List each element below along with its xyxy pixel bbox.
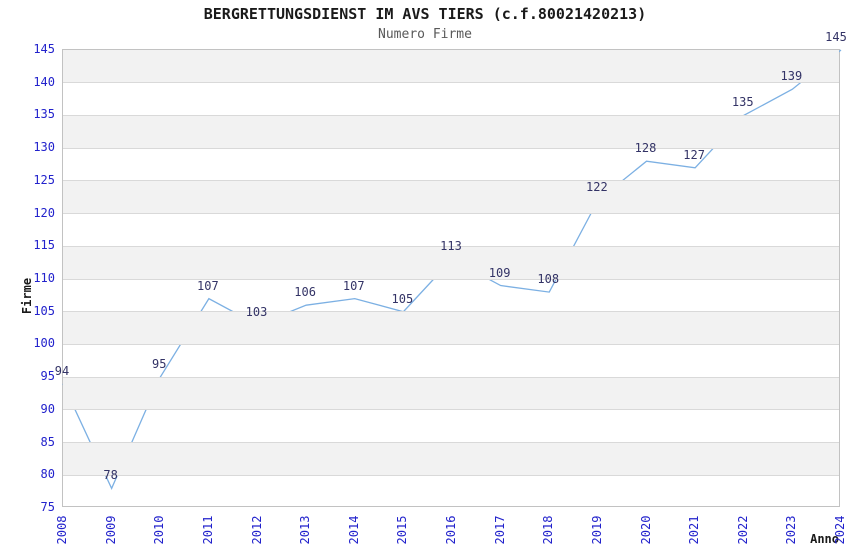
x-tick-label: 2015 — [395, 515, 410, 545]
x-tick-label: 2013 — [298, 515, 313, 545]
y-tick-label: 135 — [33, 107, 55, 122]
gridline — [63, 474, 839, 476]
gridline — [63, 343, 839, 345]
data-label: 95 — [152, 357, 167, 372]
gridline — [63, 245, 839, 247]
shaded-band — [63, 115, 839, 149]
x-tick-label: 2022 — [735, 515, 750, 545]
data-label: 105 — [391, 291, 414, 306]
x-tick-label: 2020 — [638, 515, 653, 545]
gridline — [63, 82, 839, 84]
data-label: 122 — [586, 180, 608, 195]
y-tick-label: 75 — [40, 500, 55, 514]
y-tick-label: 140 — [33, 74, 55, 89]
chart-subtitle: Numero Firme — [378, 27, 472, 42]
x-tick-label: 2014 — [346, 515, 361, 545]
gridline — [63, 442, 839, 444]
y-tick-label: 115 — [33, 238, 55, 253]
data-label: 106 — [294, 285, 316, 300]
data-label: 145 — [825, 30, 847, 44]
y-tick-label: 90 — [40, 401, 55, 416]
gridline — [63, 180, 839, 182]
data-label: 139 — [780, 69, 803, 84]
x-tick-label: 2016 — [444, 515, 458, 545]
gridline — [63, 409, 839, 411]
data-label: 103 — [245, 304, 268, 319]
gridline — [63, 278, 839, 280]
x-tick-label: 2010 — [152, 515, 167, 545]
shaded-band — [63, 246, 839, 279]
y-tick-label: 120 — [33, 205, 55, 220]
data-label: 108 — [537, 272, 560, 287]
chart-title: BERGRETTUNGSDIENST IM AVS TIERS (c.f.800… — [203, 5, 647, 23]
data-label: 135 — [731, 95, 754, 110]
shaded-band — [63, 377, 839, 410]
y-tick-label: 130 — [33, 140, 55, 155]
shaded-band — [63, 311, 839, 345]
data-label: 94 — [54, 363, 70, 378]
shaded-band — [63, 442, 839, 476]
y-tick-label: 85 — [40, 434, 55, 449]
x-tick-label: 2021 — [687, 515, 702, 545]
x-tick-label: 2012 — [249, 515, 264, 545]
x-tick-label: 2017 — [492, 515, 507, 545]
data-label: 78 — [103, 468, 118, 483]
y-tick-label: 95 — [40, 369, 55, 384]
x-tick-label: 2023 — [784, 515, 799, 545]
y-tick-label: 110 — [33, 271, 55, 285]
x-tick-label: 2009 — [103, 515, 118, 545]
y-tick-label: 105 — [33, 303, 55, 318]
data-label: 113 — [440, 239, 462, 254]
y-tick-label: 80 — [40, 467, 55, 482]
gridline — [63, 114, 839, 116]
data-label: 107 — [342, 278, 365, 293]
data-label: 107 — [197, 278, 219, 293]
plot-area — [62, 49, 842, 507]
data-label: 109 — [488, 265, 511, 280]
gridline — [63, 213, 839, 215]
shaded-band — [63, 180, 839, 214]
x-tick-label: 2018 — [541, 515, 556, 545]
data-label: 127 — [683, 147, 705, 162]
gridline — [63, 147, 839, 149]
x-tick-label: 2019 — [589, 515, 604, 545]
y-tick-label: 145 — [33, 42, 55, 56]
gridline — [63, 376, 839, 378]
x-tick-label: 2008 — [55, 515, 69, 545]
x-tick-label: 2011 — [200, 515, 215, 545]
x-tick-label: 2024 — [833, 515, 847, 545]
x-axis-title: Anno — [810, 532, 839, 546]
y-tick-label: 125 — [33, 172, 55, 187]
data-label: 128 — [634, 141, 657, 156]
gridline — [63, 311, 839, 313]
y-tick-label: 100 — [33, 336, 55, 351]
shaded-band — [63, 50, 839, 83]
